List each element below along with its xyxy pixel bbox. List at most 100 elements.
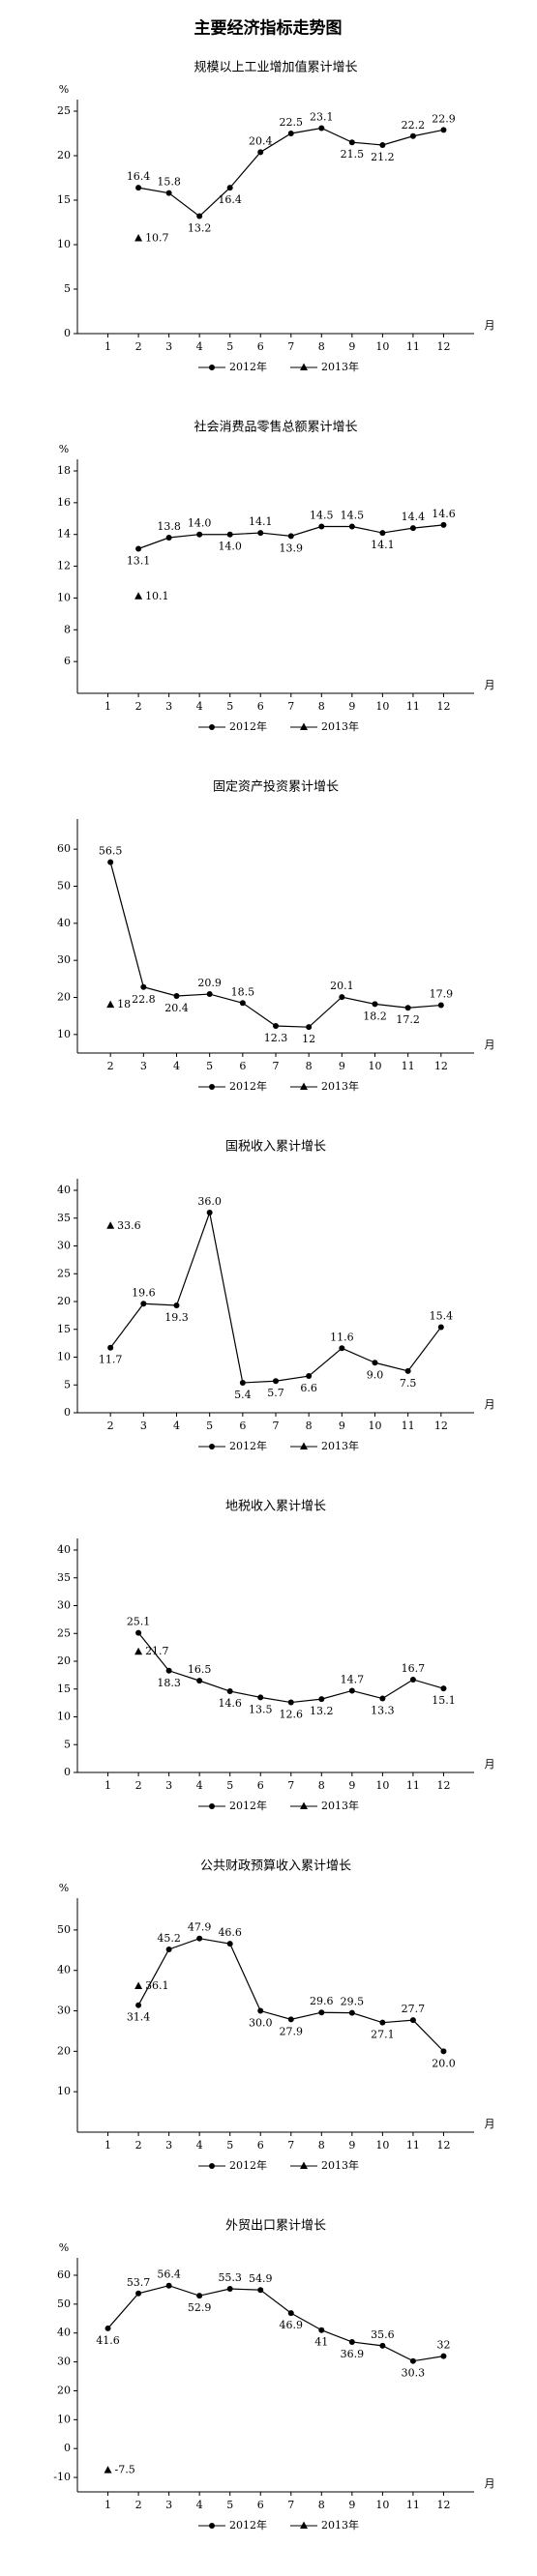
- data-label: 25.1: [127, 1616, 151, 1628]
- data-label: 22.8: [132, 993, 156, 1006]
- data-label: 12.3: [264, 1032, 288, 1044]
- data-label: 45.2: [157, 1932, 181, 1945]
- data-label: 56.4: [157, 2269, 181, 2281]
- data-label: 6.6: [300, 1382, 317, 1394]
- x-tick-label: 4: [196, 340, 203, 353]
- x-tick-label: 12: [436, 2139, 450, 2152]
- marker-triangle: [134, 592, 143, 600]
- x-tick-label: 8: [306, 1060, 313, 1072]
- data-label: 52.9: [188, 2301, 212, 2314]
- y-tick-label: 20: [57, 1295, 71, 1307]
- x-tick-label: 8: [306, 1420, 313, 1432]
- marker-circle: [165, 1667, 172, 1674]
- x-tick-label: 11: [406, 2139, 420, 2152]
- data-label: 17.2: [396, 1013, 420, 1026]
- y-tick-label: 15: [57, 1323, 71, 1335]
- y-tick-label: 30: [57, 1240, 71, 1252]
- x-tick-label: 11: [406, 700, 420, 713]
- data-label: 36.9: [341, 2348, 365, 2360]
- y-tick-label: -10: [53, 2471, 71, 2483]
- marker-circle: [409, 2017, 416, 2024]
- x-tick-label: 3: [165, 700, 172, 713]
- data-label: 13.9: [280, 542, 304, 554]
- x-tick-label: 5: [226, 2499, 233, 2511]
- data-label: 14.5: [341, 510, 365, 522]
- legend-label: 2013年: [321, 719, 359, 733]
- data-label: 5.4: [234, 1389, 252, 1401]
- data-label: 10.1: [145, 590, 169, 602]
- y-unit: %: [59, 2241, 69, 2254]
- y-tick-label: 18: [57, 464, 71, 477]
- marker-triangle: [134, 234, 143, 242]
- marker-circle: [165, 190, 172, 196]
- x-tick-label: 2: [107, 1060, 114, 1072]
- x-tick-label: 11: [406, 340, 420, 353]
- data-label: 14.6: [432, 508, 456, 520]
- y-tick-label: 40: [57, 1964, 71, 1976]
- marker-circle: [348, 523, 355, 530]
- data-label: 36.0: [197, 1195, 222, 1208]
- data-label: 20.0: [432, 2057, 456, 2069]
- x-tick-label: 9: [348, 1779, 355, 1792]
- marker-circle: [257, 1694, 264, 1701]
- marker-circle: [165, 2282, 172, 2289]
- x-tick-label: 1: [104, 1779, 111, 1792]
- x-tick-label: 9: [348, 2499, 355, 2511]
- marker-circle: [257, 530, 264, 537]
- data-label: 35.6: [371, 2328, 395, 2341]
- marker-circle: [348, 2009, 355, 2016]
- y-unit: %: [59, 1882, 69, 1894]
- y-tick-label: 60: [57, 2269, 71, 2281]
- marker-circle: [209, 365, 215, 370]
- marker-circle: [306, 1373, 313, 1380]
- y-tick-label: 10: [57, 238, 71, 250]
- marker-circle: [257, 2287, 264, 2294]
- y-tick-label: 5: [64, 1738, 71, 1750]
- x-tick-label: 9: [339, 1420, 345, 1432]
- marker-circle: [206, 991, 213, 998]
- data-label: 22.5: [280, 116, 304, 129]
- marker-circle: [135, 2002, 142, 2008]
- marker-triangle: [300, 1442, 308, 1449]
- legend-label: 2012年: [229, 1079, 267, 1093]
- y-tick-label: 40: [57, 917, 71, 929]
- marker-circle: [318, 1696, 325, 1703]
- x-tick-label: 6: [239, 1060, 246, 1072]
- y-tick-label: 40: [57, 2327, 71, 2339]
- data-label: 16.5: [188, 1663, 212, 1676]
- x-tick-label: 6: [257, 340, 264, 353]
- marker-circle: [348, 139, 355, 146]
- marker-circle: [257, 2007, 264, 2014]
- data-label: 15.8: [157, 176, 181, 189]
- y-tick-label: 12: [57, 560, 71, 572]
- data-label: 55.3: [218, 2271, 242, 2284]
- data-label: 36.1: [145, 1979, 169, 1992]
- marker-circle: [348, 2338, 355, 2345]
- x-tick-label: 3: [140, 1420, 147, 1432]
- data-label: 27.7: [402, 2003, 426, 2015]
- marker-circle: [209, 1444, 215, 1449]
- y-tick-label: 20: [57, 149, 71, 161]
- x-unit: 月: [485, 679, 495, 691]
- marker-circle: [409, 2357, 416, 2364]
- marker-circle: [409, 132, 416, 139]
- x-tick-label: 10: [375, 2499, 389, 2511]
- marker-circle: [239, 1000, 246, 1007]
- marker-circle: [209, 1084, 215, 1090]
- marker-circle: [196, 2293, 203, 2299]
- marker-circle: [104, 2325, 111, 2331]
- x-tick-label: 10: [375, 1779, 389, 1792]
- x-tick-label: 2: [135, 700, 142, 713]
- y-tick-label: 5: [64, 282, 71, 295]
- x-tick-label: 10: [369, 1420, 382, 1432]
- data-label: 29.6: [310, 1995, 334, 2007]
- x-tick-label: 10: [369, 1060, 382, 1072]
- y-tick-label: 10: [57, 1028, 71, 1040]
- y-unit: %: [59, 83, 69, 96]
- data-label: 23.1: [310, 110, 334, 123]
- y-tick-label: 20: [57, 1654, 71, 1667]
- data-label: 14.5: [310, 510, 334, 522]
- x-tick-label: 6: [257, 2499, 264, 2511]
- x-tick-label: 5: [206, 1420, 213, 1432]
